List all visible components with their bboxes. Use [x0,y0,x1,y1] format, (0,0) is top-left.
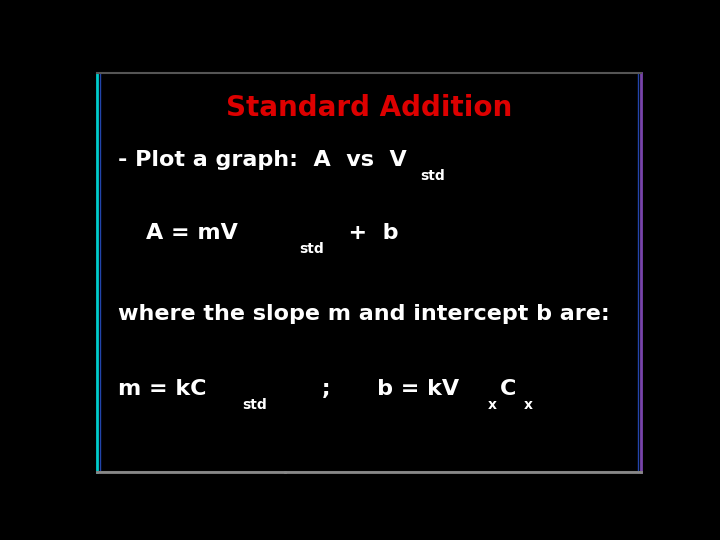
Text: where the slope m and intercept b are:: where the slope m and intercept b are: [118,304,610,325]
Text: std: std [300,242,324,256]
Text: ;      b = kV: ; b = kV [282,379,459,399]
Text: x: x [487,398,496,412]
Text: - Plot a graph:  A  vs  V: - Plot a graph: A vs V [118,151,407,171]
Text: Standard Addition: Standard Addition [226,94,512,123]
Text: std: std [242,398,266,412]
Text: x: x [524,398,533,412]
Text: +  b: + b [333,223,398,243]
Text: C: C [500,379,516,399]
Text: A = mV: A = mV [145,223,238,243]
Text: m = kC: m = kC [118,379,207,399]
Text: std: std [420,169,445,183]
